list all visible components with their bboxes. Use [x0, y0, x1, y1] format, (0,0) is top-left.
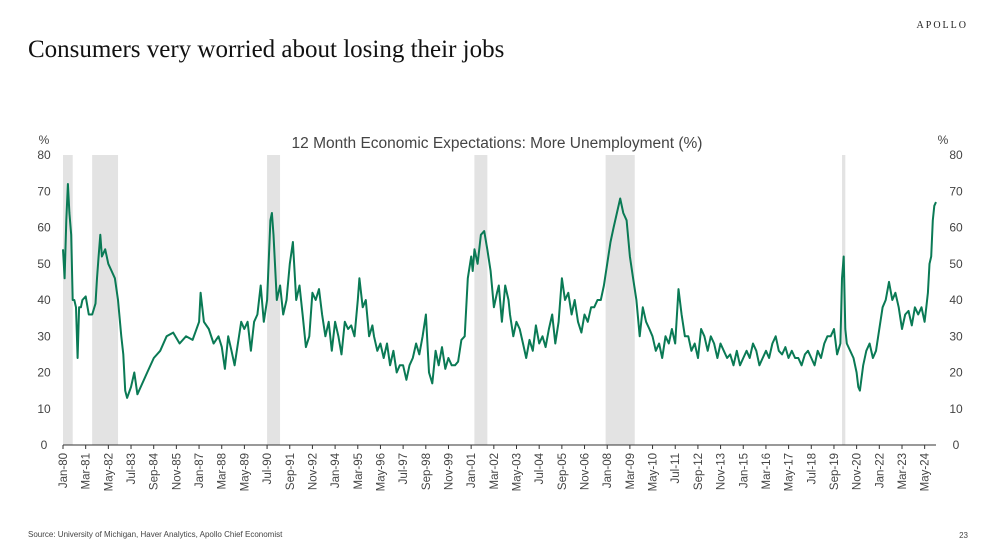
- y-tick-right-20: 20: [949, 366, 963, 380]
- y-tick-left-60: 60: [37, 221, 51, 235]
- x-tick-label-29: Nov-13: [716, 453, 728, 490]
- y-axis-left-unit: %: [39, 133, 50, 147]
- series-line-layer: [62, 183, 937, 399]
- chart: 0 0 10 10 20 20 30 30 40 40 50 50 60 60 70 70 80 80 Jan-80…: [37, 133, 963, 491]
- y-tick-left-40: 40: [37, 293, 51, 307]
- x-tick-label-4: Sep-84: [149, 452, 161, 490]
- x-tick-label-34: Sep-19: [829, 453, 841, 490]
- x-tick-label-30: Jan-15: [738, 453, 750, 488]
- x-tick-label-26: May-10: [648, 453, 660, 491]
- x-tick-label-11: Nov-92: [307, 453, 319, 490]
- x-tick-label-12: Jan-94: [330, 452, 342, 488]
- x-tick-label-8: May-89: [239, 453, 251, 491]
- x-tick-label-24: Jan-08: [602, 453, 614, 488]
- y-tick-left-70: 70: [37, 184, 51, 198]
- x-tick-label-20: May-03: [511, 453, 523, 491]
- page-number: 23: [959, 531, 968, 540]
- x-tick-label-10: Sep-91: [285, 453, 297, 490]
- x-tick-label-21: Jul-04: [534, 452, 546, 484]
- y-tick-right-40: 40: [949, 293, 963, 307]
- x-tick-label-17: Nov-99: [443, 453, 455, 490]
- x-tick-label-38: May-24: [920, 452, 932, 491]
- y-tick-right-60: 60: [949, 221, 963, 235]
- x-tick-label-5: Nov-85: [171, 453, 183, 490]
- footer-source: Source: University of Michigan, Haver An…: [28, 530, 283, 539]
- y-tick-left-30: 30: [37, 329, 51, 343]
- x-tick-label-1: Mar-81: [81, 453, 93, 489]
- y-tick-right-10: 10: [949, 402, 963, 416]
- chart-axes: 0 0 10 10 20 20 30 30 40 40 50 50 60 60 70 70 80 80 Jan-80…: [37, 148, 963, 491]
- recession-band-2: [267, 155, 281, 445]
- x-tick-label-33: Jul-18: [806, 453, 818, 484]
- x-tick-label-9: Jul-90: [262, 453, 274, 484]
- y-tick-left-20: 20: [37, 366, 51, 380]
- x-tick-label-15: Jul-97: [398, 453, 410, 484]
- series-line-0: [62, 183, 937, 399]
- x-tick-label-13: Mar-95: [353, 453, 365, 489]
- x-tick-label-23: Nov-06: [580, 453, 592, 490]
- x-tick-label-31: Mar-16: [761, 453, 773, 489]
- x-tick-label-19: Mar-02: [489, 453, 501, 489]
- x-tick-label-6: Jan-87: [194, 453, 206, 488]
- x-tick-label-22: Sep-05: [557, 453, 569, 490]
- x-tick-label-3: Jul-83: [126, 453, 138, 484]
- x-tick-label-27: Jul-11: [670, 453, 682, 483]
- y-tick-left-80: 80: [37, 148, 51, 162]
- y-tick-right-50: 50: [949, 257, 963, 271]
- x-tick-label-36: Jan-22: [874, 453, 886, 488]
- x-tick-label-37: Mar-23: [897, 453, 909, 489]
- x-tick-label-28: Sep-12: [693, 453, 705, 490]
- y-tick-right-30: 30: [949, 329, 963, 343]
- x-tick-label-35: Nov-20: [852, 453, 864, 490]
- recession-band-3: [474, 155, 488, 445]
- x-tick-label-14: May-96: [375, 453, 387, 491]
- x-tick-label-16: Sep-98: [421, 453, 433, 490]
- x-tick-label-7: Mar-88: [217, 453, 229, 489]
- y-tick-right-80: 80: [949, 148, 963, 162]
- x-tick-label-25: Mar-09: [625, 453, 637, 489]
- y-tick-right-70: 70: [949, 184, 963, 198]
- x-tick-label-18: Jan-01: [466, 453, 478, 488]
- slide-title: Consumers very worried about losing thei…: [28, 36, 505, 63]
- y-tick-left-50: 50: [37, 257, 51, 271]
- y-axis-right-unit: %: [938, 133, 949, 147]
- y-tick-right-0: 0: [953, 438, 960, 452]
- y-tick-left-10: 10: [37, 402, 51, 416]
- x-tick-label-32: May-17: [784, 453, 796, 491]
- x-tick-label-0: Jan-80: [58, 453, 70, 488]
- recession-band-0: [63, 155, 73, 445]
- apollo-brand: APOLLO: [916, 20, 968, 31]
- recession-shading: [63, 155, 846, 445]
- recession-band-4: [605, 155, 635, 445]
- chart-title: 12 Month Economic Expectations: More Une…: [292, 135, 703, 152]
- y-tick-left-0: 0: [41, 438, 48, 452]
- x-tick-label-2: May-82: [103, 453, 115, 491]
